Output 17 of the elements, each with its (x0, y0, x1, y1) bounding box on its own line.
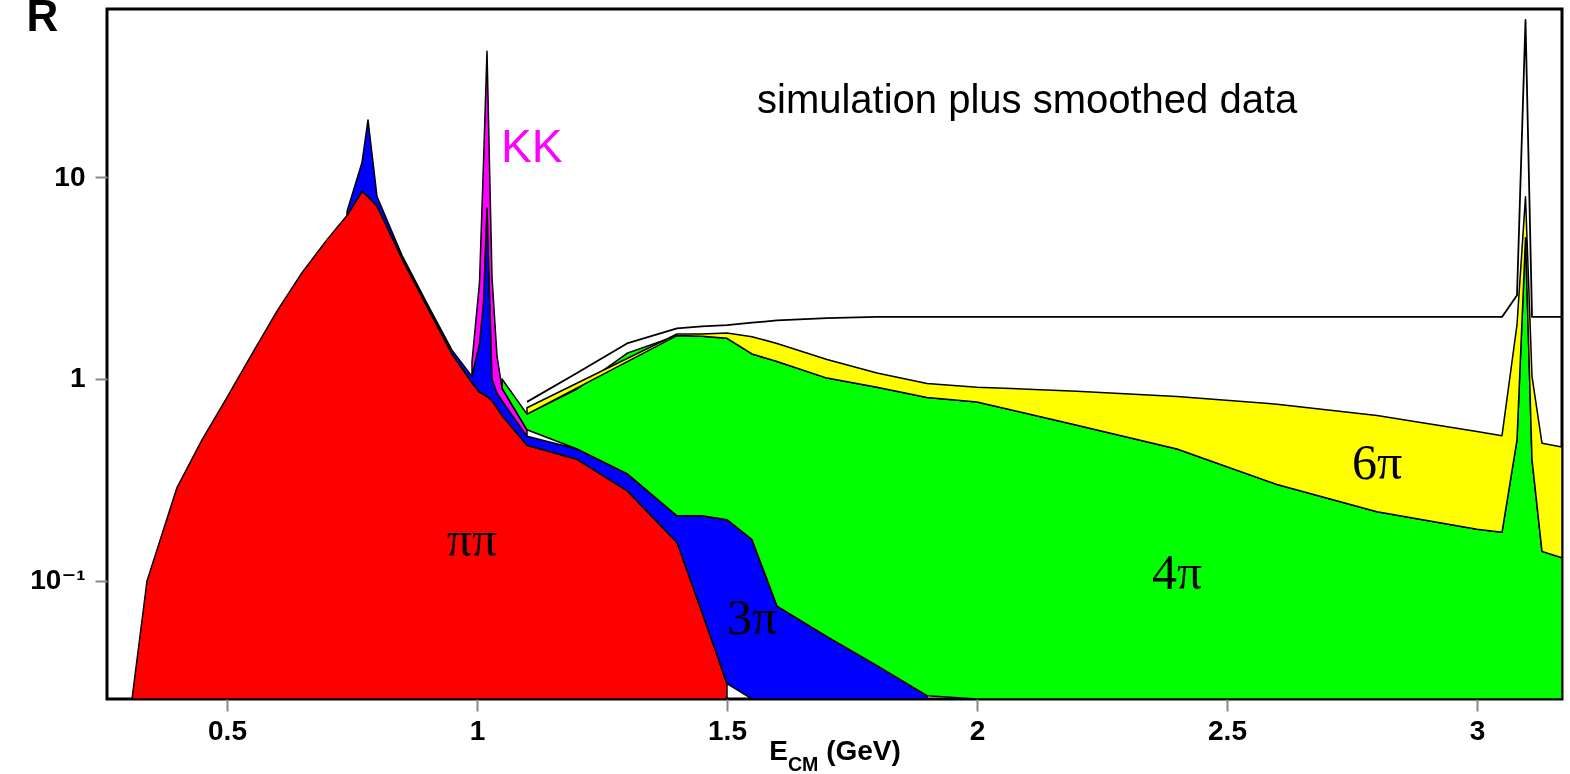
annotation: simulation plus smoothed data (757, 77, 1299, 121)
y-axis-title: R (26, 0, 59, 40)
x-tick-label: 1 (469, 714, 486, 746)
x-tick-label: 0.5 (208, 714, 247, 746)
x-tick-label: 2.5 (1208, 714, 1247, 746)
series-label: 3π (726, 589, 778, 646)
series-label: 6π (1351, 433, 1403, 490)
series-label: ππ (446, 510, 498, 567)
x-tick-label: 3 (1469, 714, 1486, 746)
x-tick-label: 1.5 (708, 714, 747, 746)
series-label: 4π (1151, 544, 1203, 600)
x-tick-label: 2 (969, 714, 986, 746)
y-tick-label: 1 (69, 362, 86, 394)
y-tick-label: 10⁻¹ (30, 564, 86, 596)
series-label: KK (501, 119, 563, 172)
x-axis-title: E$_{CM}$ (GeV) (769, 734, 901, 774)
y-tick-label: 10 (54, 160, 86, 192)
